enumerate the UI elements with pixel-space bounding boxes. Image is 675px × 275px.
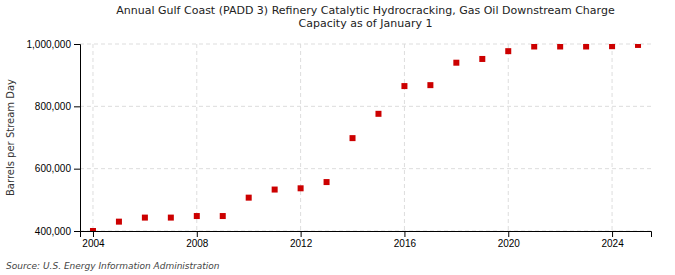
y-tick-mark: [74, 231, 80, 232]
y-tick-label: 600,000: [35, 163, 72, 174]
point: [194, 213, 200, 219]
grid: [80, 44, 651, 231]
x-tick: 2004: [82, 231, 105, 249]
y-tick-mark: [74, 169, 80, 170]
chart-container: 2004 2008 2012 2016 2020 2024 400,000 600,000 80…: [0, 0, 675, 275]
point: [557, 44, 563, 49]
point: [583, 44, 589, 49]
point: [220, 213, 226, 219]
x-grid-line: [612, 44, 613, 231]
y-grid-line: [80, 106, 651, 107]
point: [90, 228, 96, 231]
x-tick-label: 2004: [82, 238, 105, 249]
x-tick-label: 2008: [186, 238, 209, 249]
y-tick: 400,000: [35, 226, 80, 237]
y-tick-mark: [74, 44, 80, 45]
point: [272, 187, 278, 193]
y-tick-label: 1,000,000: [27, 39, 72, 50]
x-axis: 2004 2008 2012 2016 2020 2024: [81, 231, 652, 249]
y-axis-label: Barrels per Stream Day: [5, 79, 16, 196]
plot-area: 2004 2008 2012 2016 2020 2024 400,000 600,000 80…: [27, 39, 652, 249]
y-tick: 800,000: [35, 101, 80, 112]
x-tick: 2016: [394, 231, 417, 249]
point: [531, 44, 537, 49]
point: [401, 83, 407, 89]
point: [427, 82, 433, 88]
x-grid-line: [508, 44, 509, 231]
x-axis-line: [81, 232, 652, 238]
point: [168, 215, 174, 221]
title-line: Annual Gulf Coast (PADD 3) Refinery Cata…: [116, 4, 615, 17]
x-tick-mark: [301, 231, 302, 237]
y-tick-label: 800,000: [35, 101, 72, 112]
point: [350, 135, 356, 141]
x-grid-line: [404, 44, 405, 231]
x-grid-line: [300, 44, 301, 231]
title: Annual Gulf Coast (PADD 3) Refinery Cata…: [116, 4, 615, 30]
x-tick: 2020: [498, 231, 521, 249]
point: [453, 60, 459, 66]
points: [90, 44, 641, 231]
x-tick: 2008: [186, 231, 209, 249]
x-grid-line: [92, 44, 93, 231]
y-axis: 400,000 600,000 800,000 1,000,000: [27, 39, 81, 237]
title-line: Capacity as of January 1: [299, 17, 433, 30]
y-grid-line: [80, 168, 651, 169]
x-tick-mark: [508, 231, 509, 237]
x-tick-label: 2012: [290, 238, 313, 249]
point: [324, 179, 330, 185]
y-tick: 1,000,000: [27, 39, 81, 50]
y-axis-line: [74, 45, 81, 232]
x-tick-mark: [93, 231, 94, 237]
chart-svg: 2004 2008 2012 2016 2020 2024 400,000 600,000 80…: [0, 0, 675, 275]
point: [246, 195, 252, 201]
point: [505, 48, 511, 54]
point: [609, 44, 615, 49]
x-tick: 2012: [290, 231, 313, 249]
x-tick-label: 2024: [601, 238, 624, 249]
x-tick-label: 2020: [498, 238, 521, 249]
x-tick-mark: [612, 231, 613, 237]
x-tick: 2024: [601, 231, 624, 249]
point: [142, 215, 148, 221]
y-tick-label: 400,000: [35, 226, 72, 237]
point: [635, 44, 641, 48]
point: [375, 111, 381, 117]
x-tick-label: 2016: [394, 238, 417, 249]
x-tick-mark: [404, 231, 405, 237]
y-grid-line: [80, 44, 651, 45]
x-tick-mark: [197, 231, 198, 237]
source-note: Source: U.S. Energy Information Administ…: [6, 261, 220, 271]
point: [298, 185, 304, 191]
point: [479, 56, 485, 62]
y-tick: 600,000: [35, 163, 80, 174]
x-grid-line: [196, 44, 197, 231]
point: [116, 219, 122, 225]
y-tick-mark: [74, 106, 80, 107]
